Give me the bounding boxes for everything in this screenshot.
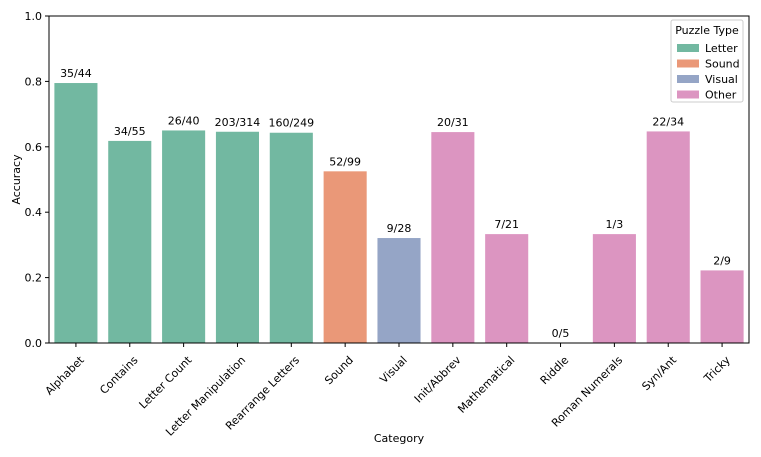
bar-label-roman-numerals: 1/3	[606, 218, 624, 231]
bar-rearrange-letters	[269, 132, 313, 343]
legend-entry-other: Other	[705, 89, 737, 102]
legend: Puzzle Type Letter Sound Visual Other	[670, 19, 744, 103]
bar-label-letter-count: 26/40	[168, 114, 200, 127]
bar-label-syn-ant: 22/34	[652, 115, 684, 128]
legend-entry-sound: Sound	[705, 58, 740, 71]
bar-sound	[323, 171, 367, 343]
bar-label-rearrange-letters: 160/249	[268, 117, 314, 130]
legend-swatch-visual	[677, 75, 699, 83]
bar-labels-layer: 35/44 34/55 26/40 203/314 160/249 52/99 9/28 20…	[60, 67, 731, 340]
y-tick-label: 0.4	[25, 206, 43, 219]
y-axis-title: Accuracy	[10, 154, 23, 205]
y-axis: 0.0 0.2 0.4 0.6 0.8 1.0	[25, 10, 49, 350]
bar-label-mathematical: 7/21	[494, 218, 519, 231]
legend-entry-letter: Letter	[705, 42, 738, 55]
x-tick-label-tricky: Tricky	[701, 353, 733, 385]
x-tick-label-visual: Visual	[377, 354, 409, 386]
x-tick-label-alphabet: Alphabet	[43, 353, 88, 398]
x-tick-label-contains: Contains	[97, 353, 140, 396]
x-tick-label-mathematical: Mathematical	[455, 354, 517, 416]
x-tick-label-riddle: Riddle	[538, 353, 572, 387]
bar-tricky	[700, 270, 744, 343]
bar-contains	[108, 140, 152, 343]
legend-entry-visual: Visual	[705, 73, 738, 86]
y-tick-label: 0.0	[25, 337, 43, 350]
y-tick-label: 1.0	[25, 10, 43, 23]
x-tick-label-init-abbrev: Init/Abbrev	[412, 353, 464, 405]
bar-label-riddle: 0/5	[552, 327, 570, 340]
bar-label-sound: 52/99	[329, 155, 361, 168]
x-tick-label-sound: Sound	[322, 354, 356, 388]
bar-visual	[377, 238, 421, 343]
x-tick-label-letter-count: Letter Count	[137, 353, 195, 411]
legend-swatch-sound	[677, 59, 699, 68]
bar-mathematical	[485, 234, 529, 343]
bars-layer	[54, 83, 744, 343]
x-tick-label-syn-ant: Syn/Ant	[639, 353, 679, 393]
bar-syn-ant	[646, 131, 690, 343]
bar-alphabet	[54, 83, 98, 343]
legend-swatch-letter	[677, 44, 699, 52]
bar-label-visual: 9/28	[387, 222, 412, 235]
bar-letter-count	[162, 130, 206, 343]
bar-roman-numerals	[592, 234, 636, 343]
bar-init-abbrev	[431, 132, 475, 343]
bar-label-init-abbrev: 20/31	[437, 116, 469, 129]
x-axis-title: Category	[374, 432, 425, 445]
legend-title: Puzzle Type	[675, 24, 739, 37]
legend-swatch-other	[677, 90, 699, 99]
y-tick-label: 0.6	[25, 141, 43, 154]
bar-label-alphabet: 35/44	[60, 67, 92, 80]
y-tick-label: 0.8	[25, 75, 43, 88]
bar-label-tricky: 2/9	[713, 254, 731, 267]
bar-label-letter-manipulation: 203/314	[215, 116, 261, 129]
bar-letter-manipulation	[215, 131, 259, 343]
y-tick-label: 0.2	[25, 272, 43, 285]
bar-label-contains: 34/55	[114, 125, 146, 138]
